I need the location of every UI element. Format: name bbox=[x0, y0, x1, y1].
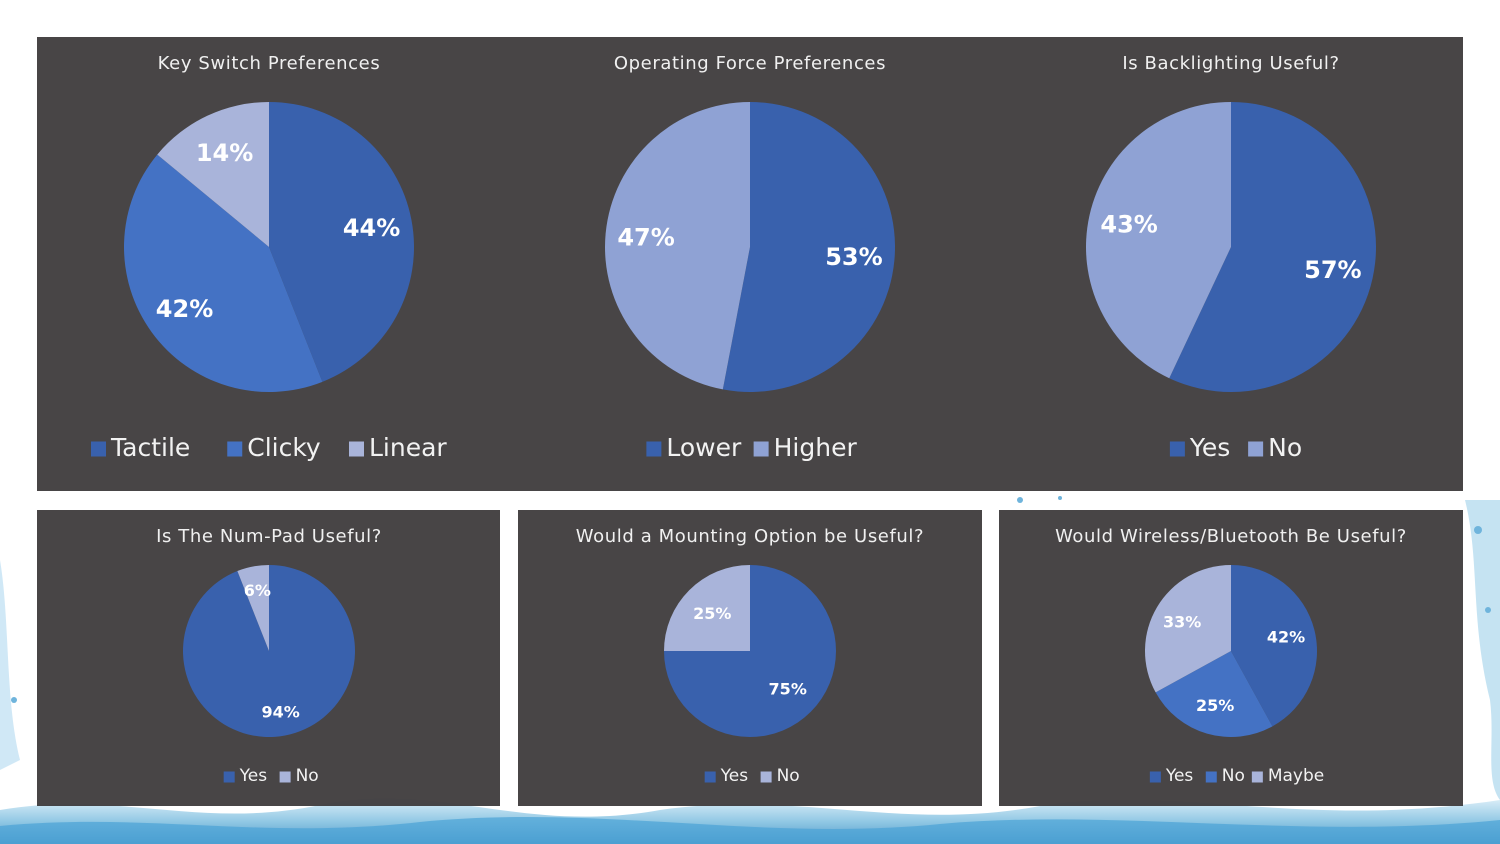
legend-swatch-no bbox=[1205, 771, 1217, 783]
chart-legend: Yes No Maybe bbox=[1149, 766, 1324, 786]
pie-slice-linear bbox=[157, 102, 269, 247]
pie-chart-6: Would Wireless/Bluetooth Be Useful? 42% 25… bbox=[1055, 526, 1407, 786]
chart-legend: Tactile Clicky Linear bbox=[91, 433, 447, 462]
legend-swatch-yes bbox=[704, 771, 716, 783]
pie-chart-5: Would a Mounting Option be Useful? 75% 25%… bbox=[576, 526, 924, 786]
pie-slice-tactile bbox=[269, 102, 414, 382]
legend-swatch-lower bbox=[646, 441, 662, 457]
pie-slice-no bbox=[1155, 651, 1273, 737]
pie-chart-1: Key Switch Preferences 44% 42% 14% Tactile Cl… bbox=[91, 53, 447, 462]
legend-label-higher: Higher bbox=[774, 433, 858, 462]
chart-title: Would a Mounting Option be Useful? bbox=[576, 526, 924, 547]
legend-label-no: No bbox=[1268, 433, 1302, 462]
pie-chart-3: Is Backlighting Useful? 57% 43% Yes No bbox=[1085, 53, 1376, 462]
chart-legend: Yes No bbox=[704, 766, 800, 786]
chart-legend: Yes No bbox=[1169, 433, 1302, 462]
data-label-higher: 47% bbox=[617, 224, 674, 252]
data-label-linear: 14% bbox=[196, 139, 253, 167]
legend-label-linear: Linear bbox=[369, 433, 447, 462]
legend-label-yes: Yes bbox=[720, 766, 749, 786]
data-label-no: 43% bbox=[1100, 211, 1157, 239]
pie-slice-lower bbox=[722, 102, 896, 392]
pie-slice-no bbox=[664, 565, 750, 651]
chart-title: Operating Force Preferences bbox=[614, 53, 886, 74]
legend-swatch-no bbox=[279, 771, 291, 783]
pie-slice-maybe bbox=[1145, 565, 1231, 693]
chart-legend: Lower Higher bbox=[646, 433, 857, 462]
data-label-yes: 75% bbox=[769, 679, 807, 698]
chart-title: Is Backlighting Useful? bbox=[1122, 53, 1339, 74]
legend-label-no: No bbox=[296, 766, 319, 786]
pie-slice-no bbox=[1085, 102, 1231, 379]
chart-title: Is The Num-Pad Useful? bbox=[156, 526, 382, 547]
pie-slice-clicky bbox=[124, 154, 323, 392]
data-label-tactile: 44% bbox=[343, 214, 400, 242]
pie-chart-2: Operating Force Preferences 53% 47% Lower Hi… bbox=[604, 53, 896, 462]
legend-swatch-maybe bbox=[1251, 771, 1263, 783]
data-label-no: 25% bbox=[693, 604, 731, 623]
legend-swatch-yes bbox=[1169, 441, 1185, 457]
chart-title: Key Switch Preferences bbox=[158, 53, 381, 74]
legend-swatch-clicky bbox=[227, 441, 243, 457]
legend-label-yes: Yes bbox=[1165, 766, 1194, 786]
data-label-yes: 57% bbox=[1304, 256, 1361, 284]
pie-chart-4: Is The Num-Pad Useful? 94% 6% Yes No bbox=[156, 526, 382, 786]
chart-title: Would Wireless/Bluetooth Be Useful? bbox=[1055, 526, 1407, 547]
legend-swatch-higher bbox=[753, 441, 769, 457]
data-label-maybe: 33% bbox=[1163, 613, 1201, 632]
data-label-no: 6% bbox=[244, 581, 271, 600]
legend-label-yes: Yes bbox=[239, 766, 268, 786]
data-label-yes: 94% bbox=[261, 702, 299, 721]
legend-label-maybe: Maybe bbox=[1268, 766, 1324, 786]
chart-legend: Yes No bbox=[223, 766, 319, 786]
pie-slice-no bbox=[237, 565, 269, 651]
data-label-yes: 42% bbox=[1267, 627, 1305, 646]
legend-swatch-no bbox=[1248, 441, 1264, 457]
legend-label-tactile: Tactile bbox=[110, 433, 190, 462]
legend-label-no: No bbox=[777, 766, 800, 786]
legend-label-no: No bbox=[1222, 766, 1245, 786]
pie-slice-yes bbox=[1169, 102, 1376, 392]
legend-swatch-yes bbox=[223, 771, 235, 783]
legend-swatch-no bbox=[760, 771, 772, 783]
legend-swatch-tactile bbox=[91, 441, 106, 457]
pie-slice-yes bbox=[1231, 565, 1317, 727]
data-label-no: 25% bbox=[1196, 696, 1234, 715]
legend-label-clicky: Clicky bbox=[247, 433, 321, 462]
legend-label-yes: Yes bbox=[1189, 433, 1230, 462]
data-label-lower: 53% bbox=[825, 243, 882, 271]
legend-label-lower: Lower bbox=[666, 433, 742, 462]
pie-slice-higher bbox=[604, 102, 750, 390]
pie-slice-yes bbox=[183, 565, 356, 737]
legend-swatch-yes bbox=[1149, 771, 1161, 783]
data-label-clicky: 42% bbox=[156, 295, 213, 323]
legend-swatch-linear bbox=[349, 441, 364, 457]
